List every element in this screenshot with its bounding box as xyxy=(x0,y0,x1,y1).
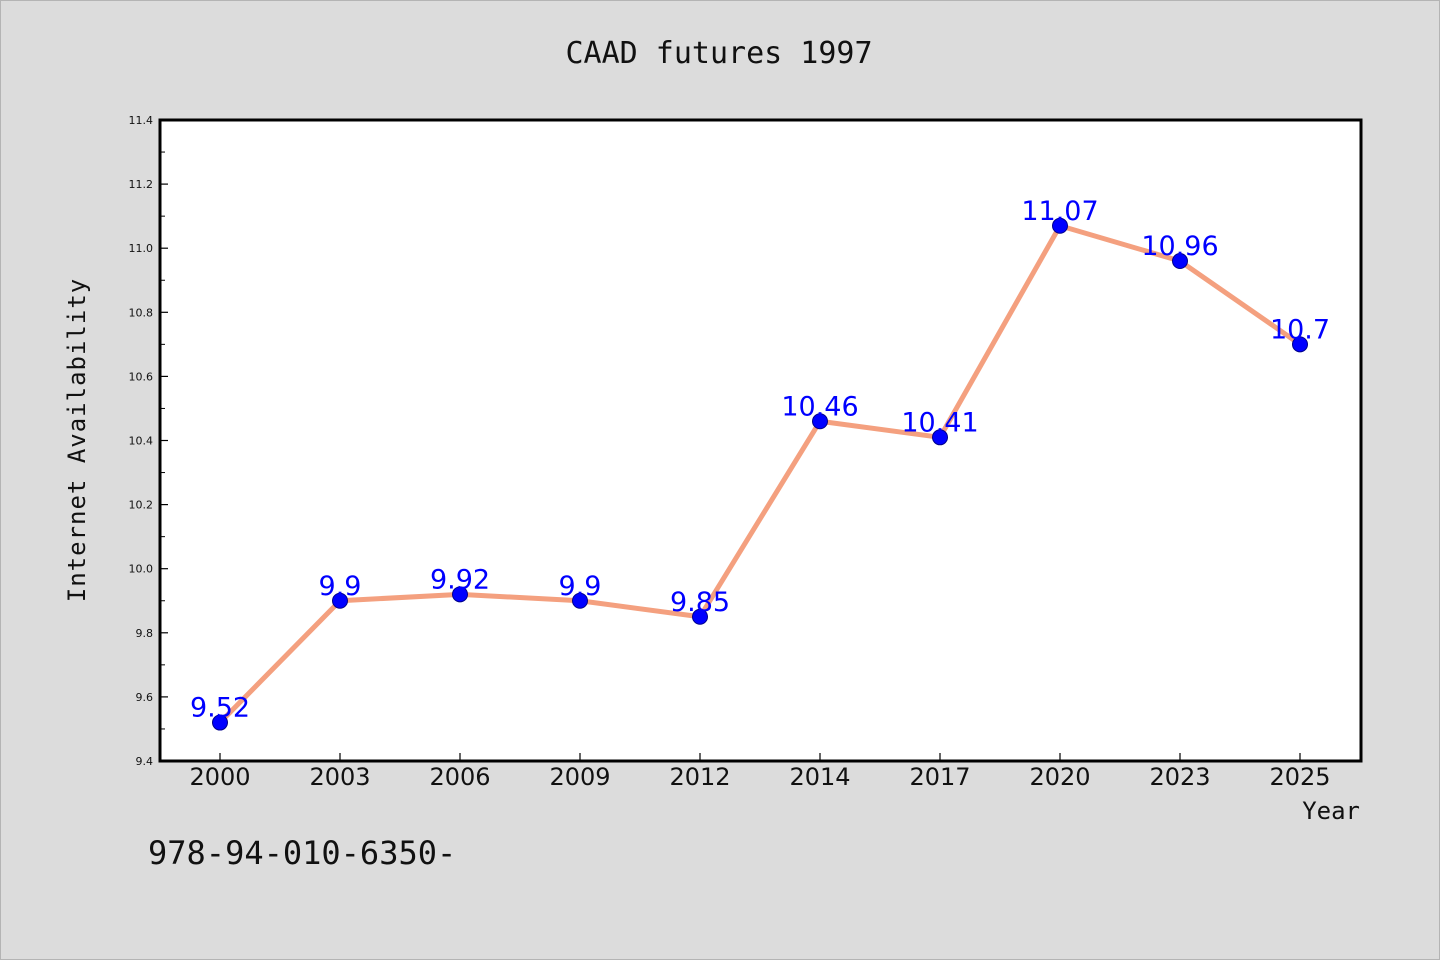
x-tick-label: 2009 xyxy=(549,763,610,791)
data-label: 9.9 xyxy=(319,571,362,602)
data-label: 9.52 xyxy=(190,693,250,724)
data-label: 10.96 xyxy=(1141,231,1218,262)
x-tick-label: 2012 xyxy=(669,763,730,791)
y-tick-label: 9.8 xyxy=(136,627,154,640)
data-point xyxy=(212,714,228,731)
y-tick-label: 10.8 xyxy=(129,306,154,319)
data-point xyxy=(1052,217,1068,234)
y-tick-label: 10.4 xyxy=(129,435,154,448)
x-tick-label: 2025 xyxy=(1269,763,1330,791)
data-label: 11.07 xyxy=(1021,196,1098,227)
isbn-annotation: 978-94-010-6350- xyxy=(148,834,456,872)
y-tick-label: 9.6 xyxy=(136,691,154,704)
plot-area xyxy=(158,118,1363,763)
chart-title: CAAD futures 1997 xyxy=(565,36,872,71)
x-tick-label: 2014 xyxy=(789,763,850,791)
series-line xyxy=(217,223,1303,726)
data-label: 9.9 xyxy=(559,571,602,602)
data-point xyxy=(692,608,708,625)
y-tick-label: 10.0 xyxy=(129,563,154,576)
data-point xyxy=(1172,253,1188,270)
x-tick-label: 2017 xyxy=(909,763,970,791)
data-label: 9.92 xyxy=(430,564,490,595)
x-tick-label: 2000 xyxy=(189,763,250,791)
data-labels: 9.52 9.9 9.92 9.9 9.85 10.46 10.41 11.07 10.96 10… xyxy=(190,196,1330,724)
data-point xyxy=(932,429,948,446)
data-point xyxy=(812,413,828,430)
data-point xyxy=(332,592,348,609)
y-tick-label: 10.2 xyxy=(129,499,154,512)
y-tick-label: 11.0 xyxy=(129,242,154,255)
data-point xyxy=(572,592,588,609)
data-point xyxy=(452,586,468,603)
x-axis: 2000 2003 2006 2009 2012 2014 2017 2020 2023 2025 xyxy=(189,753,1331,791)
series-markers xyxy=(212,217,1308,731)
data-label: 10.41 xyxy=(901,407,978,438)
data-label: 10.7 xyxy=(1270,314,1330,345)
x-axis-label: Year xyxy=(1302,797,1360,825)
y-tick-label: 11.2 xyxy=(129,178,154,191)
y-tick-label: 9.4 xyxy=(136,755,154,768)
x-tick-label: 2003 xyxy=(309,763,370,791)
y-tick-label: 11.4 xyxy=(129,114,154,127)
x-tick-label: 2020 xyxy=(1029,763,1090,791)
x-tick-label: 2023 xyxy=(1149,763,1210,791)
y-axis: 9.4 9.6 9.8 10.0 10.2 10.4 10.6 10.8 11.0 11.2 11.… xyxy=(129,114,168,768)
y-axis-label: Internet Availability xyxy=(63,278,91,602)
data-point xyxy=(1292,336,1308,353)
data-label: 9.85 xyxy=(670,587,730,618)
y-tick-label: 10.6 xyxy=(129,370,154,383)
x-tick-label: 2006 xyxy=(429,763,490,791)
data-label: 10.46 xyxy=(781,391,858,422)
